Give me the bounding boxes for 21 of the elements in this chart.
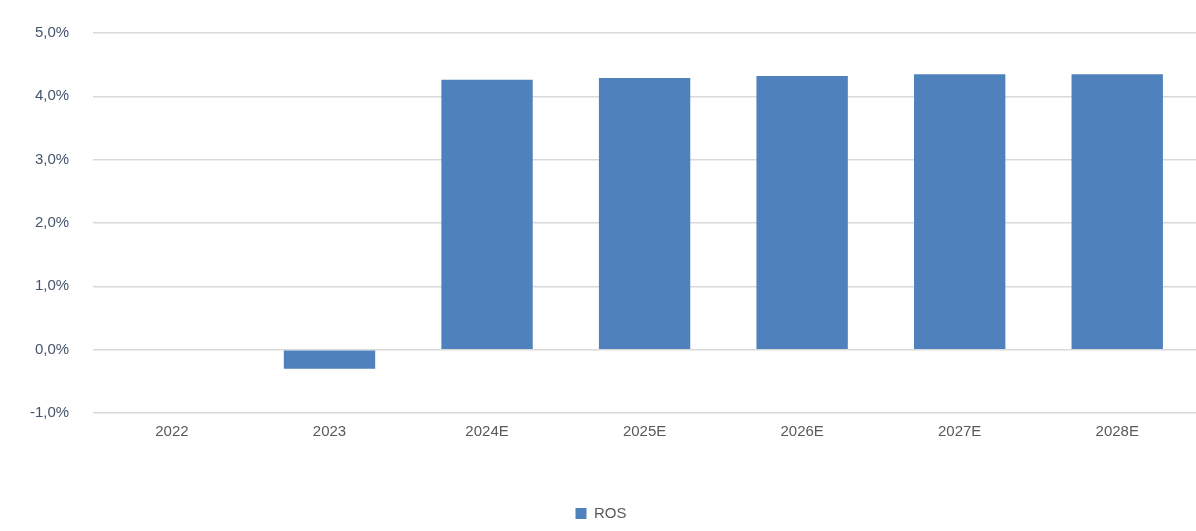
bar: [283, 350, 376, 369]
x-tick-label: 2027E: [937, 422, 982, 440]
y-tick-label: 0,0%: [34, 339, 70, 357]
y-tick-label: 1,0%: [34, 276, 70, 294]
bar: [756, 76, 848, 349]
y-tick-label: 3,0%: [34, 149, 70, 167]
bar: [913, 74, 1006, 349]
x-tick-label: 2023: [312, 422, 347, 440]
x-tick-label: 2022: [155, 422, 189, 440]
x-tick-label: 2024E: [465, 422, 509, 440]
bar: [441, 79, 533, 349]
x-tick-label: 2025E: [622, 422, 667, 440]
x-tick-label: 2026E: [780, 422, 824, 440]
bar: [598, 77, 691, 349]
bar: [1071, 74, 1163, 349]
legend-label: ROS: [594, 503, 627, 521]
y-tick-label: 4,0%: [34, 86, 70, 104]
y-tick-label: 5,0%: [34, 23, 70, 41]
y-tick-label: 2,0%: [34, 213, 70, 231]
x-tick-label: 2028E: [1095, 422, 1139, 440]
y-tick-label: -1,0%: [30, 403, 70, 421]
